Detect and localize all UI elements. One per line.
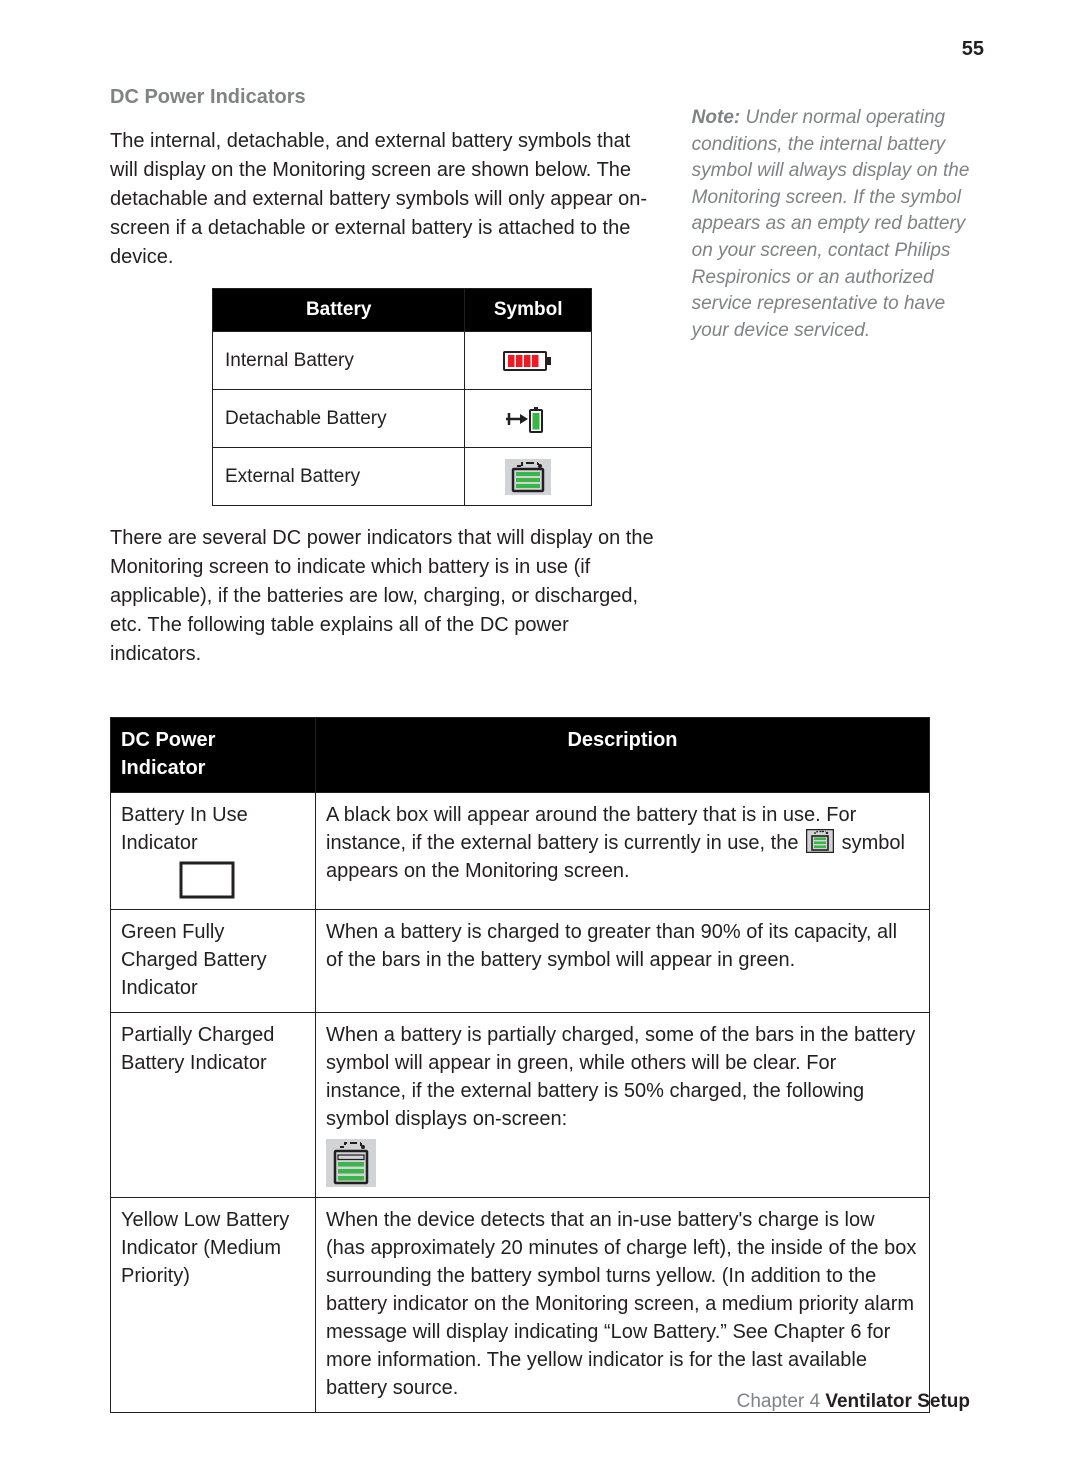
desc-text: A black box will appear around the batte… (326, 804, 856, 854)
symbol-header: Symbol (465, 289, 592, 332)
battery-symbol-cell (465, 448, 592, 506)
table-row: Green Fully Charged Battery Indicator Wh… (111, 910, 930, 1013)
battery-label: Detachable Battery (213, 390, 465, 448)
description-cell: When a battery is charged to greater tha… (316, 910, 930, 1013)
table-row: Yellow Low Battery Indicator (Medium Pri… (111, 1198, 930, 1413)
battery-symbol-cell (465, 390, 592, 448)
description-cell: When the device detects that an in-use b… (316, 1198, 930, 1413)
external-battery-boxed-icon (806, 829, 834, 853)
indicator-cell: Battery In Use Indicator (111, 793, 316, 910)
box-icon (179, 861, 235, 899)
external-battery-partial-icon (326, 1139, 376, 1187)
battery-header: Battery (213, 289, 465, 332)
content-columns: DC Power Indicators The internal, detach… (110, 86, 984, 685)
table-row: Partially Charged Battery Indicator When… (111, 1013, 930, 1198)
side-column: Note: Under normal operating conditions,… (692, 86, 984, 363)
battery-label: Internal Battery (213, 332, 465, 390)
battery-symbol-cell (465, 332, 592, 390)
table-row: Detachable Battery (213, 390, 592, 448)
main-column: DC Power Indicators The internal, detach… (110, 86, 656, 685)
note-text: Under normal operating conditions, the i… (692, 107, 970, 341)
intro-paragraph: The internal, detachable, and external b… (110, 127, 656, 272)
mid-paragraph: There are several DC power indicators th… (110, 524, 656, 669)
indicator-name: Battery In Use Indicator (121, 804, 248, 854)
detachable-battery-icon (506, 404, 550, 434)
section-heading: DC Power Indicators (110, 86, 656, 109)
desc-text: When a battery is partially charged, som… (326, 1024, 915, 1130)
chapter-footer: Chapter 4 Ventilator Setup (737, 1391, 970, 1413)
indicator-cell: Yellow Low Battery Indicator (Medium Pri… (111, 1198, 316, 1413)
sidebar-note: Note: Under normal operating conditions,… (692, 105, 984, 344)
indicator-cell: Green Fully Charged Battery Indicator (111, 910, 316, 1013)
page-number: 55 (962, 38, 984, 61)
internal-battery-icon (503, 349, 553, 373)
indicator-cell: Partially Charged Battery Indicator (111, 1013, 316, 1198)
battery-symbol-table: Battery Symbol Internal Battery (212, 288, 592, 506)
table-row: External Battery (213, 448, 592, 506)
table-row: Internal Battery (213, 332, 592, 390)
table-row: Battery In Use Indicator A black box wil… (111, 793, 930, 910)
external-battery-icon (505, 459, 551, 495)
chapter-title: Ventilator Setup (825, 1391, 970, 1412)
chapter-number: Chapter 4 (737, 1391, 826, 1412)
note-label: Note: (692, 107, 741, 128)
dc-power-indicator-table: DC Power Indicator Description Battery I… (110, 717, 930, 1413)
manual-page: 55 DC Power Indicators The internal, det… (0, 0, 1080, 1473)
dc-header-description: Description (316, 718, 930, 793)
description-cell: When a battery is partially charged, som… (316, 1013, 930, 1198)
dc-header-indicator: DC Power Indicator (111, 718, 316, 793)
battery-label: External Battery (213, 448, 465, 506)
description-cell: A black box will appear around the batte… (316, 793, 930, 910)
